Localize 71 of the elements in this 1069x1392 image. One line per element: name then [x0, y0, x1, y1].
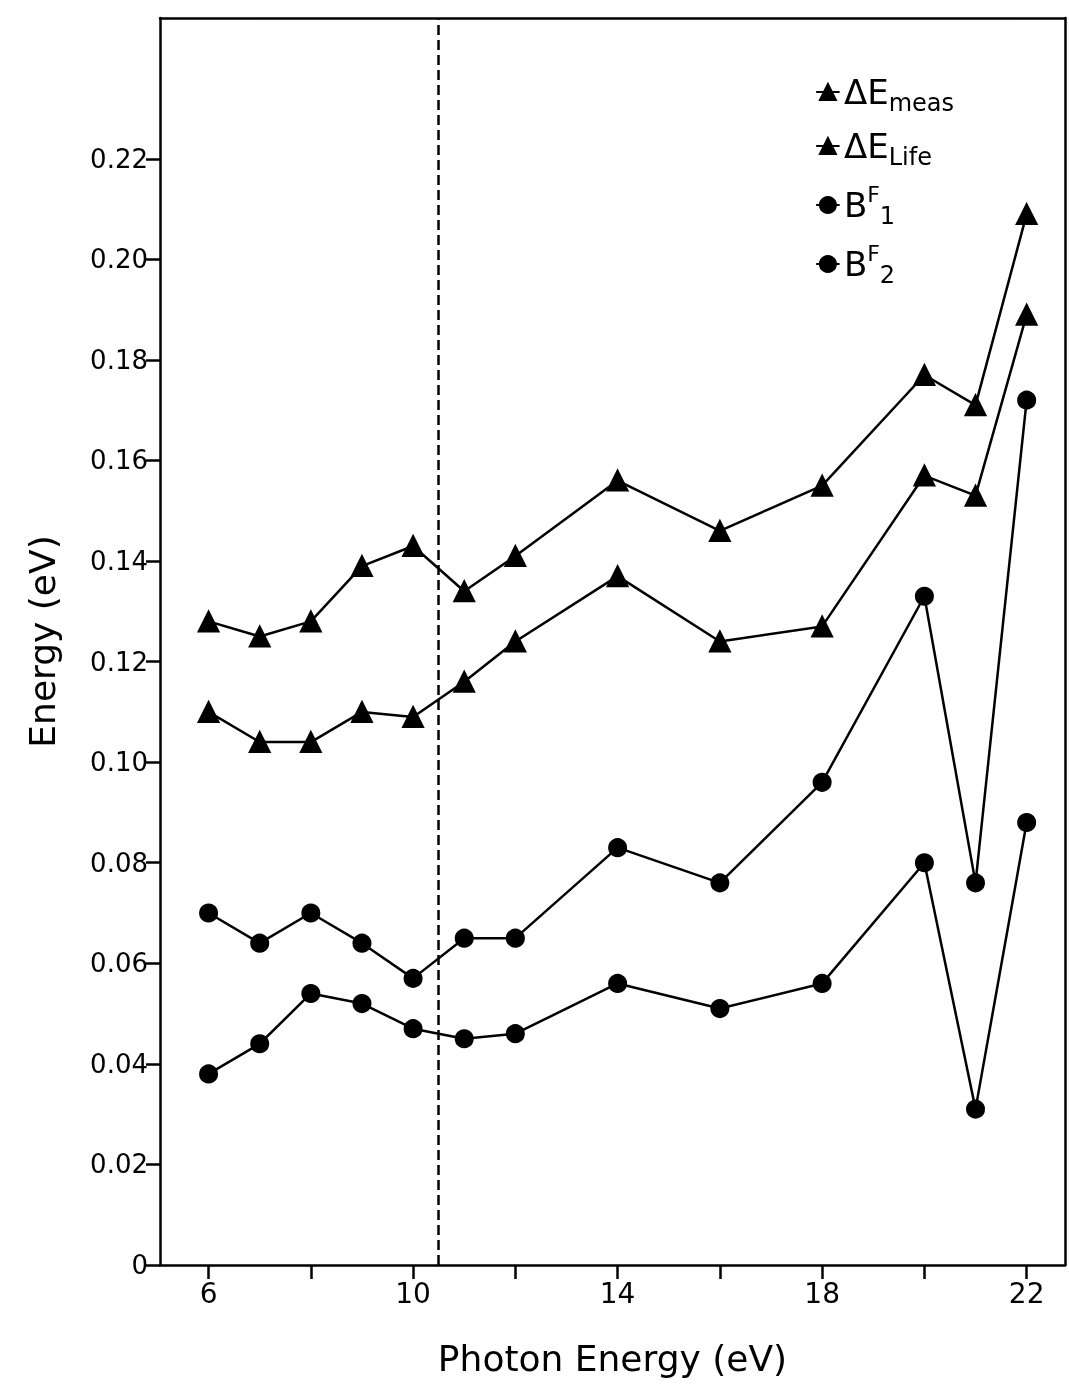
point — [966, 1099, 986, 1119]
point — [608, 838, 628, 858]
point — [301, 903, 321, 923]
point — [966, 873, 986, 893]
point — [708, 519, 731, 542]
point — [505, 928, 525, 948]
point — [1015, 303, 1038, 326]
point — [199, 903, 219, 923]
point — [301, 983, 321, 1003]
point — [299, 731, 322, 754]
point — [352, 933, 372, 953]
point — [608, 973, 628, 993]
x-tick-label: 18 — [804, 1276, 840, 1310]
point — [199, 1064, 219, 1084]
point — [1017, 813, 1037, 833]
point — [402, 534, 425, 557]
y-tick-label: 0.20 — [90, 244, 148, 275]
point — [248, 731, 271, 754]
point — [913, 464, 936, 487]
point — [708, 630, 731, 653]
point — [606, 469, 629, 492]
point — [811, 615, 834, 638]
point — [914, 853, 934, 873]
y-tick-label: 0.10 — [90, 747, 148, 778]
point — [606, 565, 629, 588]
point — [352, 994, 372, 1014]
y-tick-label: 0.12 — [90, 646, 148, 677]
y-tick-label: 0.02 — [90, 1149, 148, 1180]
y-tick-label: 0 — [131, 1250, 148, 1280]
y-tick-label: 0.08 — [90, 847, 148, 878]
point — [811, 474, 834, 497]
point — [197, 700, 220, 723]
point — [453, 670, 476, 693]
point — [250, 933, 270, 953]
point — [812, 973, 832, 993]
point — [197, 610, 220, 633]
y-tick-label: 0.22 — [90, 143, 148, 174]
point — [964, 394, 987, 417]
y-tick-label: 0.18 — [90, 344, 148, 375]
point — [1015, 203, 1038, 226]
point — [710, 873, 730, 893]
y-tick-label: 0.14 — [90, 546, 148, 577]
point — [812, 772, 832, 792]
point — [454, 928, 474, 948]
x-tick-label: 14 — [599, 1276, 636, 1310]
x-tick-label: 22 — [1008, 1276, 1045, 1310]
point — [350, 700, 373, 723]
point — [248, 625, 271, 648]
point — [403, 1019, 423, 1039]
x-tick-label: 10 — [395, 1276, 431, 1310]
point — [1017, 390, 1037, 410]
point — [505, 1024, 525, 1044]
point — [454, 1029, 474, 1049]
point — [913, 364, 936, 386]
y-tick-label: 0.06 — [90, 948, 148, 979]
point — [504, 545, 527, 568]
point — [299, 610, 322, 633]
point — [250, 1034, 270, 1054]
y-tick-label: 0.04 — [90, 1048, 148, 1079]
point — [350, 555, 373, 578]
point — [403, 968, 423, 988]
point — [504, 630, 527, 653]
point — [914, 586, 934, 606]
point — [710, 999, 730, 1019]
point — [964, 484, 987, 507]
x-axis-title: Photon Energy (eV) — [437, 1337, 788, 1379]
point — [402, 705, 425, 728]
x-tick-label: 6 — [199, 1276, 218, 1310]
point — [453, 580, 476, 603]
y-tick-label: 0.16 — [90, 445, 148, 476]
y-axis-title: Energy (eV) — [21, 535, 63, 748]
